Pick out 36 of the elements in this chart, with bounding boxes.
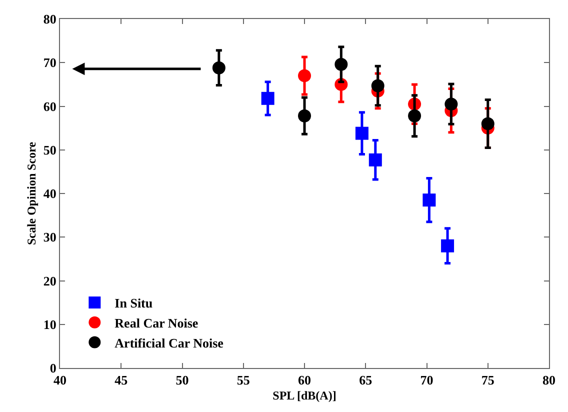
point — [261, 92, 274, 105]
y-tick-label: 10 — [43, 316, 56, 332]
x-tick-label: 65 — [359, 372, 373, 388]
x-tick-label: 75 — [481, 372, 495, 388]
point — [212, 61, 226, 74]
point — [368, 153, 382, 166]
y-tick-label: 40 — [43, 186, 56, 202]
point — [298, 69, 311, 82]
point — [441, 239, 454, 252]
point — [334, 58, 348, 71]
x-tick-label: 55 — [236, 372, 250, 388]
x-axis-title: SPL [dB(A)] — [272, 388, 336, 402]
y-tick-label: 0 — [50, 360, 56, 376]
y-tick-label: 20 — [43, 273, 56, 288]
point — [481, 117, 494, 130]
legend-label: In Situ — [114, 296, 153, 311]
point — [371, 79, 384, 92]
point — [298, 109, 311, 122]
y-axis-title: Scale Opinion Score — [24, 141, 39, 246]
y-tick-label: 30 — [43, 230, 56, 245]
legend-label: Artificial Car Noise — [114, 335, 224, 350]
y-tick-label: 60 — [43, 98, 56, 114]
x-tick-label: 80 — [542, 372, 556, 388]
y-tick-label: 80 — [43, 12, 56, 27]
x-tick-label: 45 — [114, 372, 128, 388]
point — [444, 98, 458, 111]
x-tick-label: 40 — [54, 372, 66, 388]
x-tick-label: 70 — [420, 372, 434, 388]
point — [408, 109, 422, 122]
y-tick-label: 70 — [43, 55, 56, 70]
x-tick-label: 50 — [176, 372, 189, 388]
legend-label: Real Car Noise — [114, 315, 198, 330]
point — [355, 126, 368, 140]
y-tick-label: 50 — [43, 142, 56, 158]
point — [422, 194, 436, 207]
x-tick-label: 60 — [298, 372, 311, 388]
